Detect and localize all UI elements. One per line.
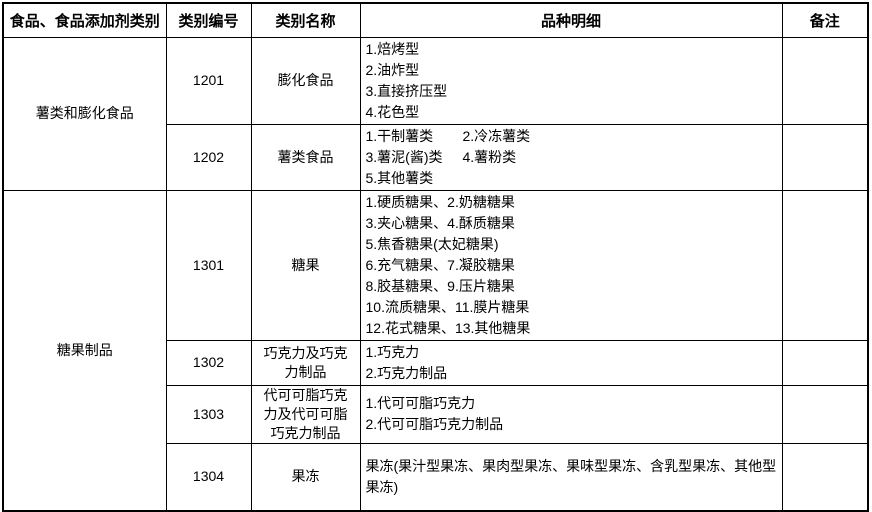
table-row-1202: 1202 薯类食品 1.干制薯类 2.冷冻薯类 3.薯泥(酱)类 4.薯粉类 5.其… bbox=[3, 123, 869, 191]
detail-line: 3.薯泥(酱)类 4.薯粉类 bbox=[366, 147, 778, 168]
header-remark: 备注 bbox=[781, 2, 869, 38]
remark-cell-1301 bbox=[781, 189, 869, 341]
detail-line: 10.流质糖果、11.膜片糖果 bbox=[365, 298, 530, 315]
table-row-1302: 1302 巧克力及巧克力制品 1.巧克力 2.巧克力制品 bbox=[3, 339, 869, 386]
table-row-1303: 1303 代可可脂巧克力及代可可脂巧克力制品 1.代可可脂巧克力 2.代可可脂巧… bbox=[3, 384, 869, 444]
detail-line: 1.巧克力 bbox=[365, 343, 420, 360]
remark-cell-1304 bbox=[781, 442, 869, 512]
name-cell-1303: 代可可脂巧克力及代可可脂巧克力制品 bbox=[250, 384, 361, 444]
detail-line: 2.代可可脂巧克力制品 bbox=[365, 416, 504, 432]
detail-line: 8.胶基糖果、9.压片糖果 bbox=[365, 277, 515, 294]
detail-line: 12.花式糖果、13.其他糖果 bbox=[365, 319, 531, 336]
category-cell-potato-puffed: 薯类和膨化食品 bbox=[2, 36, 167, 191]
name-cell-1202: 薯类食品 bbox=[250, 123, 361, 191]
detail-line: 3.直接挤压型 bbox=[365, 82, 448, 99]
header-category: 食品、食品添加剂类别 bbox=[2, 2, 167, 38]
table-row-1201: 薯类和膨化食品 1201 膨化食品 1.焙烤型 2.油炸型 3.直接挤压型 4.… bbox=[2, 36, 869, 191]
detail-line: 1.干制薯类 2.冷冻薯类 bbox=[366, 126, 778, 147]
remark-cell-1202 bbox=[781, 123, 869, 191]
code-cell-1301: 1301 bbox=[165, 189, 252, 341]
detail-line: 2.油炸型 bbox=[365, 61, 420, 78]
header-row: 食品、食品添加剂类别 类别编号 类别名称 品种明细 备注 bbox=[2, 2, 869, 38]
details-cell-1301: 1.硬质糖果、2.奶糖糖果 3.夹心糖果、4.酥质糖果 5.焦香糖果(太妃糖果)… bbox=[359, 189, 783, 341]
detail-line: 2.巧克力制品 bbox=[365, 364, 448, 381]
remark-cell-1303 bbox=[781, 384, 869, 444]
code-cell-1201: 1201 bbox=[165, 36, 252, 125]
name-cell-1301: 糖果 bbox=[250, 189, 361, 341]
detail-item: 3.薯泥(酱)类 bbox=[365, 148, 443, 165]
details-cell-1303: 1.代可可脂巧克力 2.代可可脂巧克力制品 bbox=[359, 384, 783, 444]
code-cell-1202: 1202 bbox=[165, 123, 252, 191]
details-cell-1304: 果冻(果汁型果冻、果肉型果冻、果味型果冻、含乳型果冻、其他型果冻) bbox=[359, 442, 783, 512]
detail-line: 1.焙烤型 bbox=[365, 40, 420, 57]
category-cell-candy-products: 糖果制品 bbox=[2, 189, 167, 512]
detail-line: 果冻(果汁型果冻、果肉型果冻、果味型果冻、含乳型果冻、其他型果冻) bbox=[365, 457, 777, 495]
remark-cell-1201 bbox=[781, 36, 869, 125]
header-name: 类别名称 bbox=[250, 2, 361, 38]
name-cell-1201: 膨化食品 bbox=[250, 36, 361, 125]
details-cell-1201: 1.焙烤型 2.油炸型 3.直接挤压型 4.花色型 bbox=[359, 36, 783, 125]
table-row-1301: 糖果制品 1301 糖果 1.硬质糖果、2.奶糖糖果 3.夹心糖果、4.酥质糖果… bbox=[2, 189, 869, 512]
detail-line: 1.硬质糖果、2.奶糖糖果 bbox=[365, 193, 515, 210]
detail-line: 5.焦香糖果(太妃糖果) bbox=[365, 235, 499, 252]
name-cell-1304: 果冻 bbox=[250, 442, 361, 512]
detail-line: 5.其他薯类 bbox=[366, 168, 778, 189]
detail-item: 4.薯粉类 bbox=[462, 148, 517, 165]
code-cell-1303: 1303 bbox=[165, 384, 252, 444]
detail-item: 1.干制薯类 bbox=[365, 127, 434, 144]
detail-line: 4.花色型 bbox=[365, 103, 420, 120]
details-cell-1302: 1.巧克力 2.巧克力制品 bbox=[359, 339, 783, 386]
code-cell-1304: 1304 bbox=[165, 442, 252, 512]
detail-line: 6.充气糖果、7.凝胶糖果 bbox=[365, 256, 515, 273]
name-cell-1302: 巧克力及巧克力制品 bbox=[250, 339, 361, 386]
detail-line: 3.夹心糖果、4.酥质糖果 bbox=[365, 214, 515, 231]
detail-item: 2.冷冻薯类 bbox=[462, 127, 531, 144]
details-cell-1202: 1.干制薯类 2.冷冻薯类 3.薯泥(酱)类 4.薯粉类 5.其他薯类 bbox=[359, 123, 783, 191]
header-details: 品种明细 bbox=[359, 2, 783, 38]
remark-cell-1302 bbox=[781, 339, 869, 386]
detail-line: 1.代可可脂巧克力 bbox=[365, 395, 476, 411]
detail-item: 5.其他薯类 bbox=[365, 169, 434, 186]
header-code: 类别编号 bbox=[165, 2, 252, 38]
code-cell-1302: 1302 bbox=[165, 339, 252, 386]
